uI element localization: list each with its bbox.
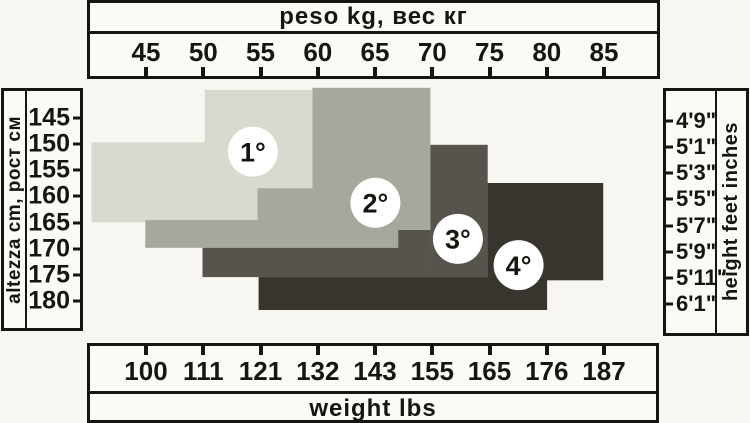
cm-tick-mark xyxy=(73,221,82,225)
kg-tick-mark xyxy=(430,67,435,76)
lbs-tick-mark xyxy=(144,346,148,355)
lbs-tick-label: 187 xyxy=(582,356,626,386)
kg-tick-mark xyxy=(258,67,263,76)
lbs-tick-mark xyxy=(544,346,549,355)
lbs-tick-mark xyxy=(258,346,263,355)
cm-tick-mark xyxy=(73,194,82,198)
lbs-tick-label: 155 xyxy=(410,356,454,386)
size-2-label-circle xyxy=(350,177,401,228)
top-axis: peso kg, вес кг 45 50 55 60 65 70 75 80 85 xyxy=(87,0,660,79)
right-axis-title-column: height feet inches xyxy=(715,91,746,333)
feet-tick-mark xyxy=(664,197,673,201)
size-1-label-circle xyxy=(227,126,278,177)
lbs-tick-mark xyxy=(201,346,206,355)
size-3-region xyxy=(202,247,431,278)
kg-tick-mark xyxy=(602,67,606,76)
cm-tick-label: 160 xyxy=(28,181,70,210)
cm-tick-mark xyxy=(73,299,82,303)
size-2-region xyxy=(257,188,313,248)
left-axis-title: altezza cm, рост см xyxy=(3,115,25,304)
feet-tick-mark xyxy=(664,119,673,123)
kg-tick-mark xyxy=(487,67,492,76)
kg-tick-label: 85 xyxy=(589,37,619,67)
kg-tick-label: 80 xyxy=(532,37,562,67)
kg-tick-label: 75 xyxy=(475,37,504,67)
kg-tick-mark xyxy=(315,67,320,76)
lbs-tick-label: 132 xyxy=(296,356,340,386)
kg-tick-label: 65 xyxy=(360,37,390,67)
feet-tick-mark xyxy=(664,302,673,306)
cm-tick-mark xyxy=(73,142,82,146)
lbs-tick-label: 100 xyxy=(124,356,168,386)
lbs-tick-label: 165 xyxy=(467,356,512,386)
lbs-tick-mark xyxy=(487,346,492,355)
feet-ticks-column: 4'9" 5'1" 5'3" 5'5" 5'7" 5'9" 5'11" 6'1" xyxy=(664,91,727,333)
kg-tick-label: 60 xyxy=(303,37,333,67)
kg-tick-mark xyxy=(544,67,549,76)
lbs-tick-mark xyxy=(602,346,606,355)
lbs-tick-label: 111 xyxy=(183,356,224,386)
size-2-region xyxy=(145,220,258,248)
lbs-tick-mark xyxy=(315,346,320,355)
kg-tick-label: 70 xyxy=(417,37,447,67)
size-3-label-circle xyxy=(432,213,483,264)
right-axis: 4'9" 5'1" 5'3" 5'5" 5'7" 5'9" 5'11" 6'1" height… xyxy=(663,88,749,336)
feet-tick-mark xyxy=(664,276,673,280)
left-axis-title-column: altezza cm, рост см xyxy=(4,91,27,328)
cm-tick-label: 180 xyxy=(28,286,70,315)
feet-tick-label: 5'9" xyxy=(676,238,717,264)
size-4-region xyxy=(258,277,548,310)
kg-tick-label: 50 xyxy=(188,37,218,67)
kg-ticks-row: 45 50 55 60 65 70 75 80 85 xyxy=(90,34,657,76)
feet-tick-label: 6'1" xyxy=(676,291,717,316)
kg-tick-mark xyxy=(373,67,377,76)
kg-tick-label: 55 xyxy=(246,37,275,67)
cm-tick-label: 170 xyxy=(28,234,70,263)
kg-tick-label: 45 xyxy=(131,37,161,67)
top-axis-title: peso kg, вес кг xyxy=(90,3,657,34)
feet-tick-mark xyxy=(664,250,673,254)
feet-tick-label: 5'1" xyxy=(676,134,717,160)
lbs-tick-label: 176 xyxy=(525,356,569,386)
lbs-tick-label: 143 xyxy=(353,356,397,386)
size-4-label-circle xyxy=(493,240,544,291)
feet-tick-label: 4'9" xyxy=(676,108,717,133)
cm-tick-mark xyxy=(73,247,82,251)
size-2-label-text: 2° xyxy=(362,189,388,219)
left-axis: altezza cm, рост см 145 150 155 160 165 170 17… xyxy=(1,88,83,331)
right-axis-title: height feet inches xyxy=(720,122,742,302)
cm-tick-label: 175 xyxy=(28,260,70,289)
kg-tick-mark xyxy=(144,67,148,76)
cm-tick-label: 150 xyxy=(28,129,70,158)
lbs-tick-mark xyxy=(430,346,435,355)
lbs-ticks-row: 100 111 121 132 143 155 165 176 187 xyxy=(90,346,656,394)
bottom-axis-title: weight lbs xyxy=(309,395,437,422)
feet-tick-label: 5'3" xyxy=(676,160,717,186)
cm-tick-label: 155 xyxy=(28,155,70,184)
cm-tick-mark xyxy=(73,116,82,120)
feet-tick-label: 5'11" xyxy=(676,264,728,290)
cm-tick-label: 165 xyxy=(28,208,70,237)
size-3-label-text: 3° xyxy=(445,225,471,255)
kg-tick-mark xyxy=(201,67,206,76)
feet-tick-mark xyxy=(664,145,673,149)
cm-tick-mark xyxy=(73,273,82,277)
bottom-axis: 100 111 121 132 143 155 165 176 187 weight lbs xyxy=(87,343,659,423)
cm-ticks-column: 145 150 155 160 165 170 175 180 xyxy=(27,91,82,328)
feet-tick-mark xyxy=(664,171,673,175)
cm-tick-mark xyxy=(73,168,82,172)
lbs-tick-label: 121 xyxy=(238,356,283,386)
feet-tick-label: 5'7" xyxy=(676,212,717,238)
size-4-label-text: 4° xyxy=(506,251,532,281)
cm-tick-label: 145 xyxy=(28,103,70,132)
size-1-label-text: 1° xyxy=(240,137,266,167)
feet-tick-label: 5'5" xyxy=(676,186,717,212)
size-1-region xyxy=(91,142,205,223)
lbs-tick-mark xyxy=(373,346,377,355)
feet-tick-mark xyxy=(664,224,673,228)
